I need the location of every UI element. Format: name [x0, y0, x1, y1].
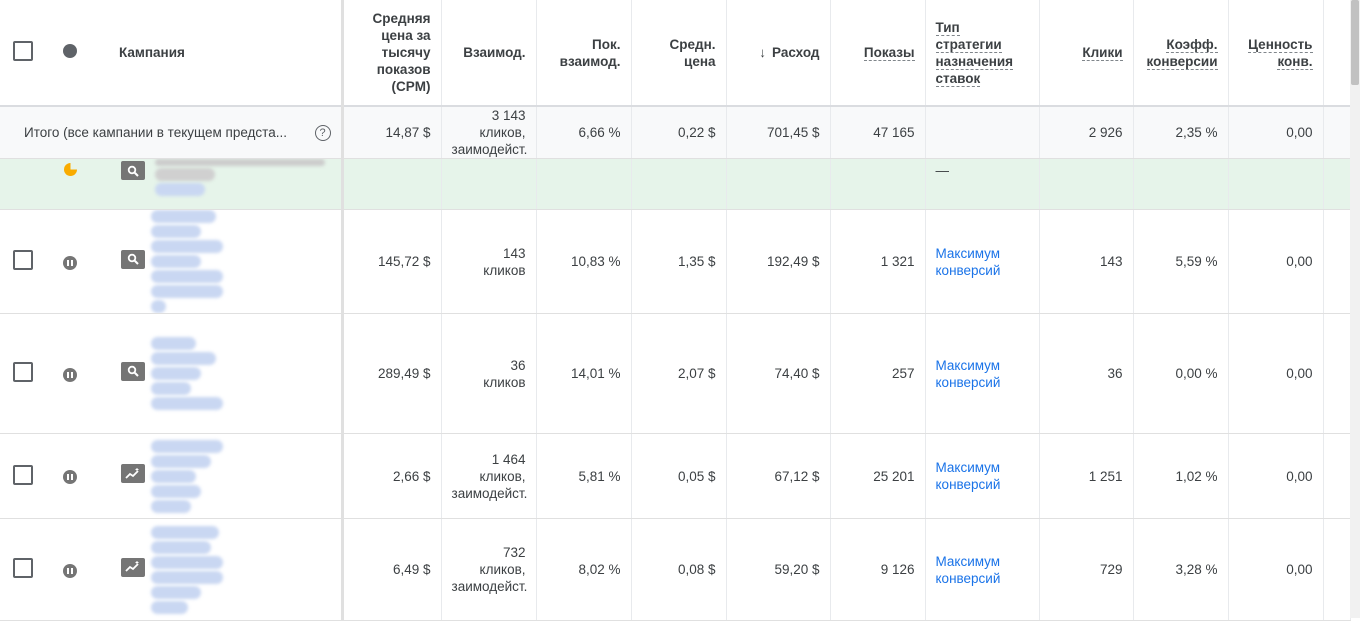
column-extra: [1323, 0, 1351, 107]
bid-strategy-link[interactable]: Максимум конверсий: [925, 209, 1040, 314]
column-impressions[interactable]: Показы: [830, 0, 926, 107]
row-checkbox[interactable]: [12, 362, 33, 382]
conv-rate: 1,02 %: [1133, 433, 1229, 519]
column-avg-cost[interactable]: Средн. цена: [631, 0, 727, 107]
table-row[interactable]: 6,49 $ 732 кликов, заимодейст. 8,02 % 0,0…: [0, 518, 1351, 621]
campaign-name-blurred[interactable]: [151, 337, 223, 410]
cost: 192,49 $: [726, 209, 831, 314]
bid-strategy-link[interactable]: Максимум конверсий: [925, 518, 1040, 621]
clicks: 143: [1039, 209, 1134, 314]
display-trend-icon: [121, 557, 145, 577]
column-cpm[interactable]: Средняя цена за тысячу показов (CPM): [342, 0, 442, 107]
vertical-scrollbar[interactable]: [1350, 0, 1360, 618]
row-checkbox[interactable]: [12, 250, 33, 270]
avg-cost: 2,07 $: [631, 313, 727, 434]
search-icon: [121, 361, 145, 381]
table-row[interactable]: 145,72 $ 143 кликов 10,83 % 1,35 $ 192,49…: [0, 209, 1351, 314]
table-row[interactable]: —: [0, 158, 1351, 210]
table-row[interactable]: 289,49 $ 36 кликов 14,01 % 2,07 $ 74,40 $…: [0, 313, 1351, 434]
interaction-rate: 10,83 %: [536, 209, 632, 314]
paused-status-icon[interactable]: [63, 563, 77, 578]
impressions: 1 321: [830, 209, 926, 314]
campaign-name-blurred[interactable]: [154, 159, 325, 196]
interactions: 1 464 кликов, заимодейст.: [441, 433, 537, 519]
help-icon[interactable]: ?: [314, 124, 331, 141]
total-conv-value: 0,00: [1228, 106, 1324, 159]
column-clicks[interactable]: Клики: [1039, 0, 1134, 107]
cpm: 2,66 $: [342, 433, 442, 519]
cpm: 6,49 $: [342, 518, 442, 621]
total-label: Итого (все кампании в текущем предста...: [24, 124, 287, 140]
bid-strategy: —: [925, 158, 1040, 210]
conv-value: 0,00: [1228, 209, 1324, 314]
conv-value: 0,00: [1228, 313, 1324, 434]
total-cost: 701,45 $: [726, 106, 831, 159]
row-checkbox[interactable]: [12, 464, 33, 485]
impressions: 25 201: [830, 433, 926, 519]
interaction-rate: 14,01 %: [536, 313, 632, 434]
clicks: 1 251: [1039, 433, 1134, 519]
header-row: Кампания Средняя цена за тысячу показов …: [0, 0, 1351, 107]
interaction-rate: 5,81 %: [536, 433, 632, 519]
column-bid-strategy[interactable]: Тип стратегии назначения ставок: [925, 0, 1040, 107]
campaign-name-blurred[interactable]: [151, 439, 223, 513]
column-cost[interactable]: ↓ Расход: [726, 0, 831, 107]
table-row[interactable]: 2,66 $ 1 464 кликов, заимодейст. 5,81 % 0…: [0, 433, 1351, 519]
total-bid-strategy: [925, 106, 1040, 159]
column-interactions[interactable]: Взаимод.: [441, 0, 537, 107]
status-filter-icon[interactable]: [63, 43, 77, 58]
clicks: 36: [1039, 313, 1134, 434]
total-clicks: 2 926: [1039, 106, 1134, 159]
total-conv-rate: 2,35 %: [1133, 106, 1229, 159]
sort-desc-arrow-icon: ↓: [759, 45, 767, 60]
clicks: 729: [1039, 518, 1134, 621]
column-interaction-rate[interactable]: Пок. взаимод.: [536, 0, 632, 107]
conv-rate: 3,28 %: [1133, 518, 1229, 621]
cost: 74,40 $: [726, 313, 831, 434]
paused-status-icon[interactable]: [63, 255, 77, 270]
avg-cost: 0,08 $: [631, 518, 727, 621]
conv-value: 0,00: [1228, 433, 1324, 519]
column-conv-rate[interactable]: Коэфф. конверсии: [1133, 0, 1229, 107]
scrollbar-thumb[interactable]: [1351, 0, 1359, 85]
interactions: 36 кликов: [441, 313, 537, 434]
conv-rate: 0,00 %: [1133, 313, 1229, 434]
conv-rate: 5,59 %: [1133, 209, 1229, 314]
pie-partial-icon: [63, 163, 77, 176]
column-conv-value[interactable]: Ценность конв.: [1228, 0, 1324, 107]
interactions: 732 кликов, заимодейст.: [441, 518, 537, 621]
conv-value: 0,00: [1228, 518, 1324, 621]
total-row: Итого (все кампании в текущем предста...…: [0, 106, 1351, 159]
total-avg-cost: 0,22 $: [631, 106, 727, 159]
search-icon: [121, 249, 145, 269]
display-trend-icon: [121, 464, 145, 484]
interactions: 143 кликов: [441, 209, 537, 314]
select-all-checkbox[interactable]: [12, 40, 33, 61]
campaign-name-blurred[interactable]: [151, 525, 223, 614]
bid-strategy-link[interactable]: Максимум конверсий: [925, 313, 1040, 434]
cpm: 145,72 $: [342, 209, 442, 314]
column-campaign[interactable]: Кампания: [95, 0, 344, 107]
total-interaction-rate: 6,66 %: [536, 106, 632, 159]
impressions: 9 126: [830, 518, 926, 621]
interaction-rate: 8,02 %: [536, 518, 632, 621]
bid-strategy-link[interactable]: Максимум конверсий: [925, 433, 1040, 519]
total-cpm: 14,87 $: [342, 106, 442, 159]
avg-cost: 0,05 $: [631, 433, 727, 519]
cpm: 289,49 $: [342, 313, 442, 434]
paused-status-icon[interactable]: [63, 367, 77, 382]
search-icon: [121, 161, 145, 180]
cost: 59,20 $: [726, 518, 831, 621]
impressions: 257: [830, 313, 926, 434]
total-interactions: 3 143 кликов, заимодейст.: [441, 106, 537, 159]
cost: 67,12 $: [726, 433, 831, 519]
total-impressions: 47 165: [830, 106, 926, 159]
campaign-name-blurred[interactable]: [151, 210, 223, 313]
paused-status-icon[interactable]: [63, 470, 77, 484]
row-checkbox[interactable]: [12, 558, 33, 578]
avg-cost: 1,35 $: [631, 209, 727, 314]
